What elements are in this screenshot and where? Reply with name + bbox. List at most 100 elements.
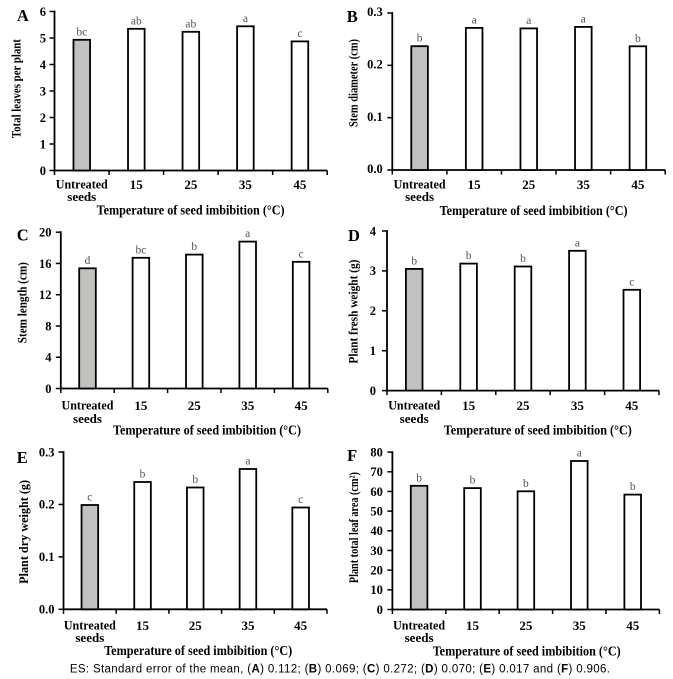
svg-text:15: 15 — [468, 177, 482, 192]
svg-text:0.0: 0.0 — [39, 603, 55, 617]
svg-text:16: 16 — [39, 257, 52, 271]
svg-text:Temperature of seed imbibition: Temperature of seed imbibition (°C) — [113, 423, 301, 438]
svg-text:Temperature of seed imbibition: Temperature of seed imbibition (°C) — [104, 643, 292, 658]
svg-text:b: b — [630, 481, 636, 493]
svg-text:b: b — [523, 478, 529, 490]
svg-text:c: c — [629, 276, 634, 288]
svg-text:bc: bc — [135, 244, 146, 256]
svg-text:25: 25 — [522, 177, 536, 192]
svg-text:ab: ab — [131, 15, 142, 27]
svg-text:25: 25 — [519, 618, 533, 633]
svg-text:D: D — [348, 226, 360, 245]
svg-text:35: 35 — [577, 177, 591, 192]
svg-text:c: c — [299, 248, 304, 260]
svg-text:60: 60 — [370, 485, 383, 499]
svg-text:0.2: 0.2 — [367, 58, 383, 72]
svg-text:a: a — [243, 13, 248, 25]
svg-text:seeds: seeds — [405, 630, 434, 645]
svg-text:70: 70 — [370, 465, 383, 479]
svg-text:b: b — [191, 241, 197, 253]
svg-text:0.3: 0.3 — [39, 445, 55, 459]
svg-text:45: 45 — [294, 618, 308, 633]
svg-text:a: a — [526, 15, 531, 27]
svg-text:Stem diameter (cm): Stem diameter (cm) — [347, 39, 361, 127]
svg-text:b: b — [635, 33, 641, 45]
svg-text:b: b — [417, 33, 423, 45]
svg-text:a: a — [581, 13, 586, 25]
svg-text:50: 50 — [370, 504, 383, 518]
svg-text:3: 3 — [370, 264, 376, 278]
svg-text:0.3: 0.3 — [367, 5, 383, 19]
svg-text:4: 4 — [370, 224, 377, 238]
svg-text:ab: ab — [185, 18, 196, 30]
svg-text:Untreated: Untreated — [394, 177, 447, 192]
svg-text:0: 0 — [377, 603, 383, 617]
svg-text:30: 30 — [370, 544, 383, 558]
svg-text:15: 15 — [134, 398, 148, 413]
svg-text:seeds: seeds — [75, 630, 104, 645]
svg-text:0: 0 — [40, 164, 46, 178]
svg-text:c: c — [298, 494, 303, 506]
svg-text:Untreated: Untreated — [388, 398, 441, 413]
svg-text:20: 20 — [370, 563, 383, 577]
svg-text:15: 15 — [466, 618, 480, 633]
svg-text:Plant total leaf area (cm²): Plant total leaf area (cm²) — [347, 472, 361, 583]
svg-text:45: 45 — [295, 398, 309, 413]
svg-text:E: E — [17, 448, 28, 467]
svg-text:15: 15 — [130, 177, 144, 192]
svg-text:4: 4 — [40, 58, 47, 72]
svg-text:Untreated: Untreated — [393, 618, 446, 633]
svg-text:b: b — [411, 255, 417, 267]
svg-text:a: a — [245, 456, 250, 468]
svg-text:0.2: 0.2 — [39, 498, 55, 512]
svg-text:Temperature of seed imbibition: Temperature of seed imbibition (°C) — [433, 644, 621, 659]
svg-text:A: A — [17, 6, 29, 25]
svg-text:45: 45 — [631, 177, 645, 192]
svg-text:a: a — [577, 448, 582, 460]
svg-text:b: b — [416, 472, 422, 484]
svg-text:Plant dry weight (g): Plant dry weight (g) — [17, 480, 31, 584]
svg-text:0: 0 — [370, 384, 376, 398]
svg-text:a: a — [245, 228, 250, 240]
svg-text:1: 1 — [370, 344, 376, 358]
svg-text:25: 25 — [184, 177, 198, 192]
svg-text:25: 25 — [188, 398, 202, 413]
svg-text:d: d — [85, 255, 91, 267]
svg-text:45: 45 — [293, 177, 307, 192]
svg-text:Untreated: Untreated — [64, 618, 117, 633]
svg-text:45: 45 — [625, 398, 639, 413]
svg-text:45: 45 — [626, 618, 640, 633]
svg-text:b: b — [466, 250, 472, 262]
svg-text:seeds: seeds — [400, 411, 429, 426]
svg-text:Temperature of seed imbibition: Temperature of seed imbibition (°C) — [444, 422, 632, 437]
svg-text:10: 10 — [370, 583, 383, 597]
svg-text:a: a — [472, 14, 477, 26]
svg-text:bc: bc — [76, 26, 87, 38]
svg-text:0: 0 — [45, 382, 51, 396]
svg-text:b: b — [470, 475, 476, 487]
svg-text:35: 35 — [239, 177, 253, 192]
svg-text:6: 6 — [40, 5, 46, 19]
svg-text:4: 4 — [45, 351, 52, 365]
svg-text:15: 15 — [462, 398, 476, 413]
svg-text:40: 40 — [370, 524, 383, 538]
svg-text:Plant fresh weight (g): Plant fresh weight (g) — [347, 260, 361, 364]
svg-text:15: 15 — [136, 618, 150, 633]
svg-text:5: 5 — [40, 31, 46, 45]
svg-text:35: 35 — [241, 618, 255, 633]
svg-text:Temperature of seed imbibition: Temperature of seed imbibition (°C) — [97, 203, 285, 218]
svg-text:35: 35 — [573, 618, 587, 633]
svg-text:20: 20 — [39, 226, 52, 240]
svg-text:Stem length (cm): Stem length (cm) — [16, 262, 30, 343]
svg-text:c: c — [297, 28, 302, 40]
svg-text:seeds: seeds — [73, 411, 102, 426]
svg-text:0.1: 0.1 — [39, 550, 55, 564]
svg-text:C: C — [17, 226, 29, 245]
svg-text:3: 3 — [40, 84, 46, 98]
svg-text:1: 1 — [40, 137, 46, 151]
svg-text:Untreated: Untreated — [62, 398, 115, 413]
svg-text:2: 2 — [370, 304, 376, 318]
svg-text:b: b — [140, 469, 146, 481]
svg-text:a: a — [575, 237, 580, 249]
svg-text:25: 25 — [189, 618, 203, 633]
